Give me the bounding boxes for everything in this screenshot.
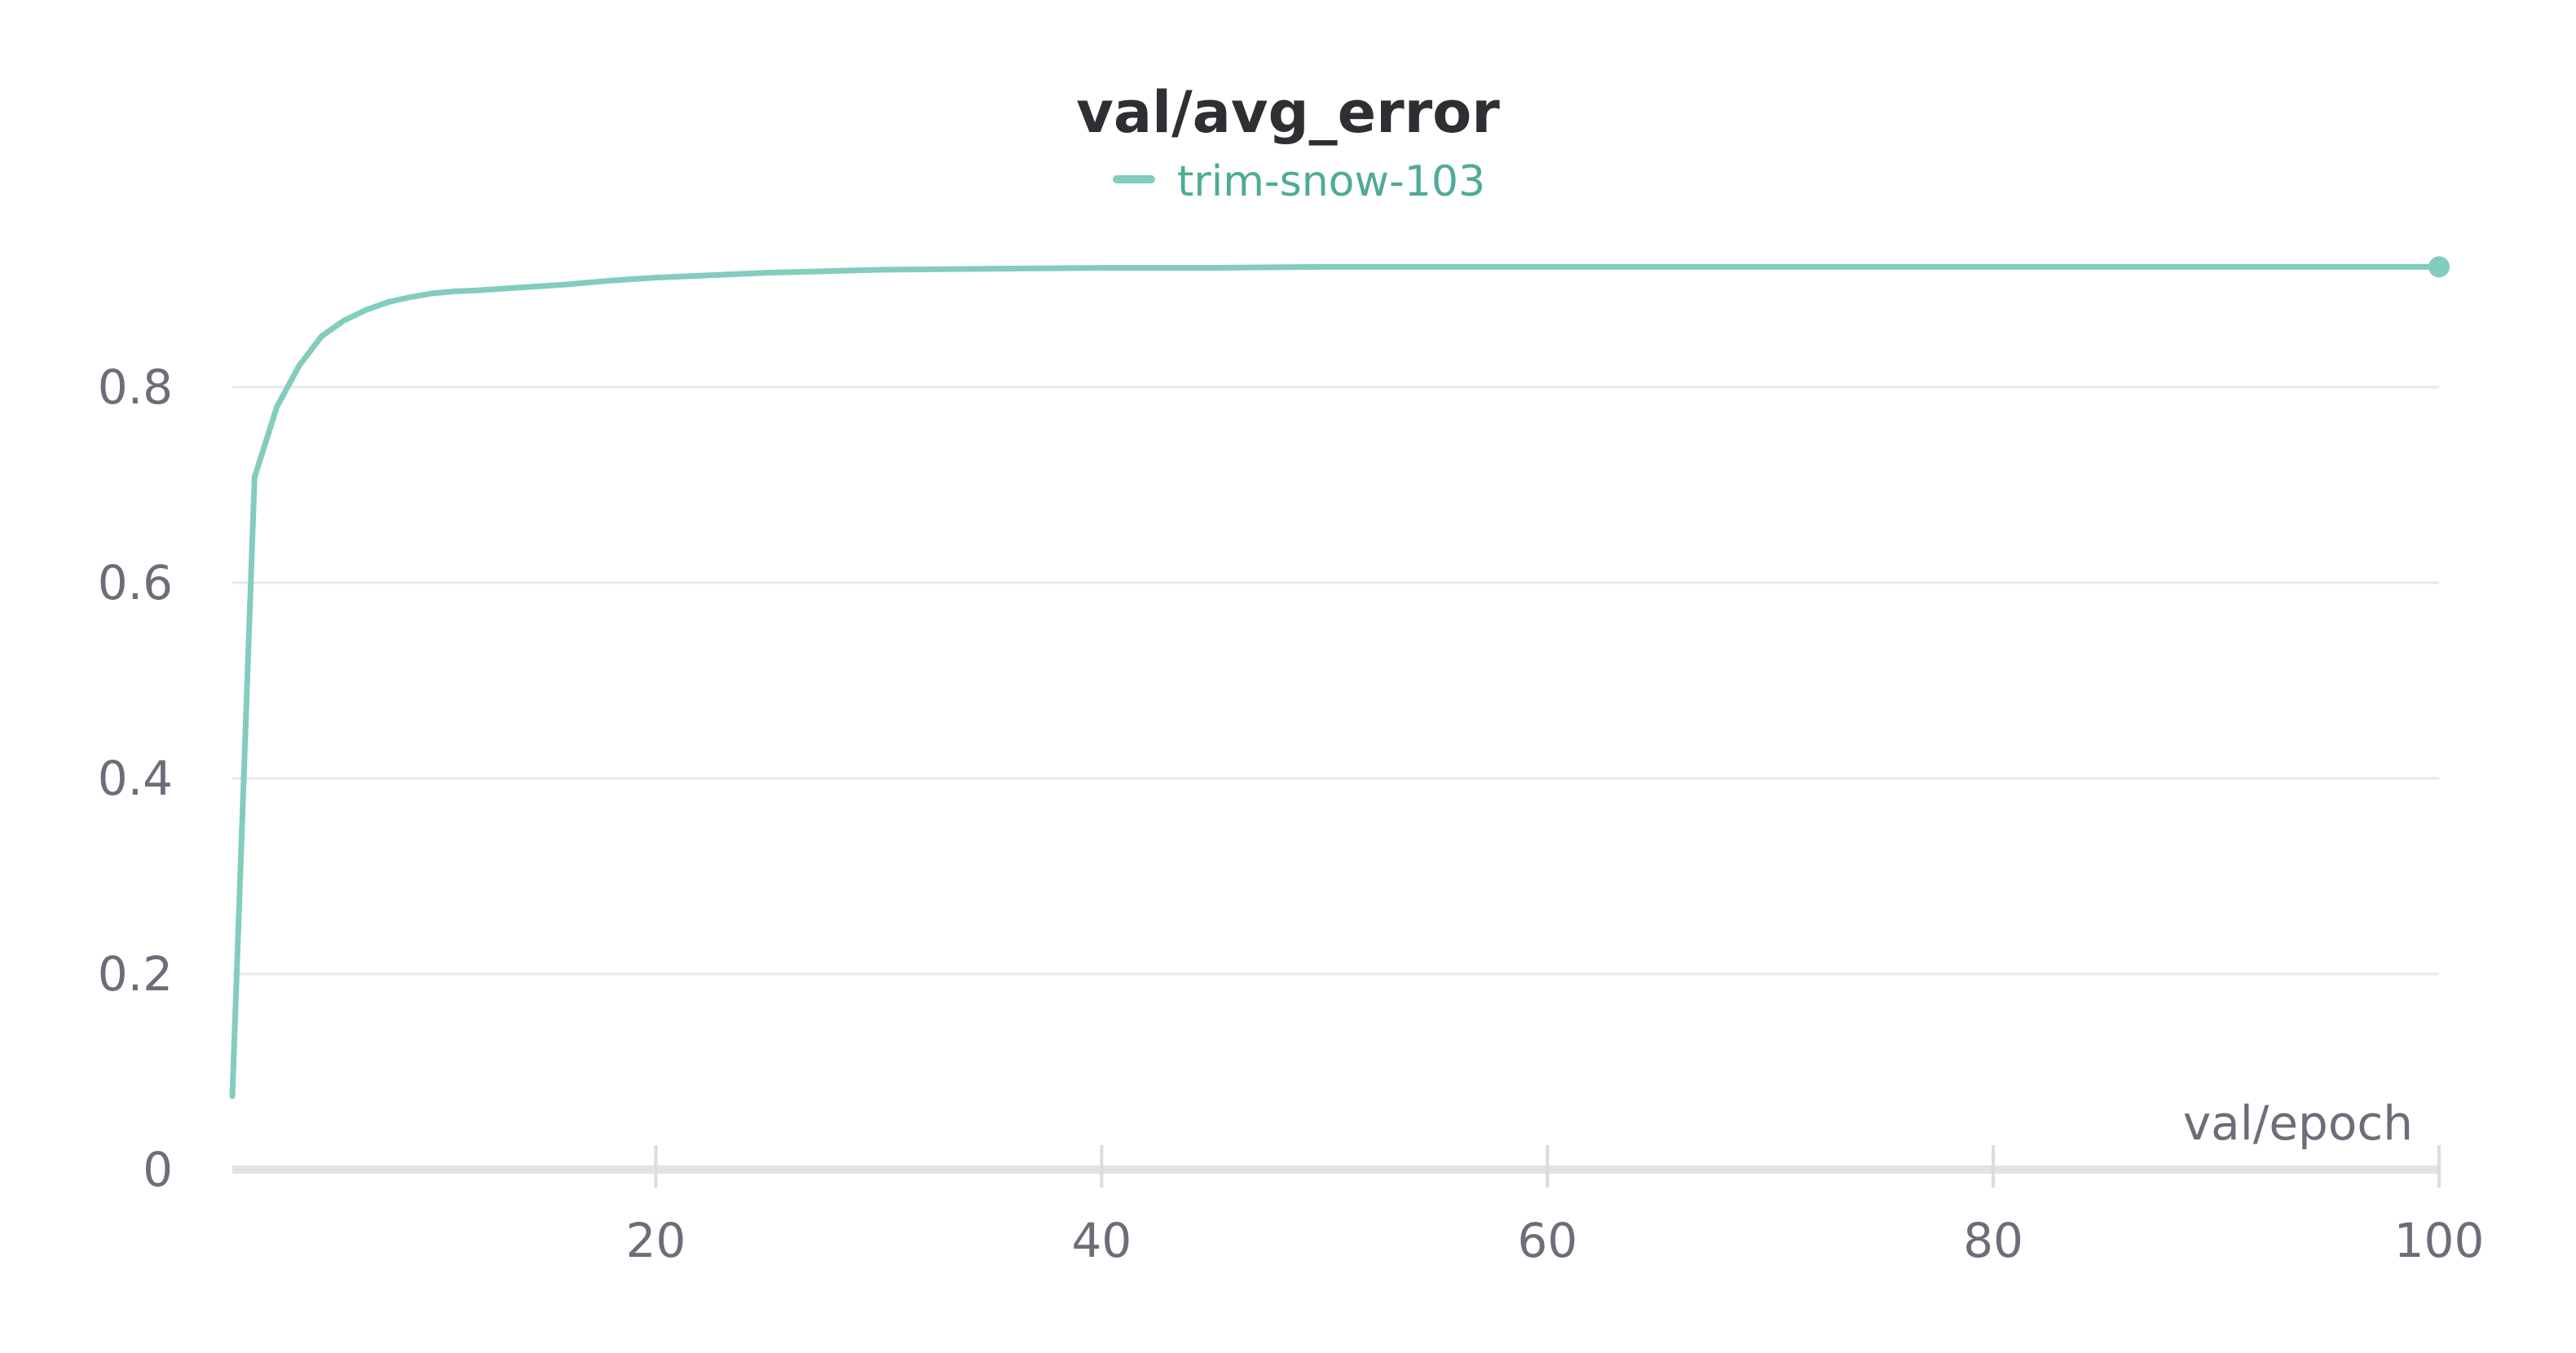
chart-title: val/avg_error [1076,79,1500,146]
series-layer [229,256,2450,1100]
x-axis-label: val/epoch [2183,1095,2413,1151]
y-tick-label: 0.8 [98,359,173,415]
x-axis: 20 40 60 80 100 [232,1145,2484,1268]
series-line[interactable] [229,263,2442,1100]
x-tick-label: 60 [1517,1213,1577,1268]
y-tick-label: 0 [143,1142,173,1197]
x-tick-label: 40 [1071,1213,1131,1268]
grid [232,386,2439,976]
legend-label: trim-snow-103 [1177,157,1485,206]
x-tick-label: 100 [2394,1213,2485,1268]
legend[interactable]: trim-snow-103 [1113,157,1485,206]
y-tick-label: 0.6 [98,555,173,610]
series-end-point[interactable] [2428,256,2450,278]
y-tick-label: 0.4 [98,751,173,806]
y-axis: 0 0.2 0.4 0.6 0.8 [98,359,173,1197]
x-tick-label: 80 [1963,1213,2023,1268]
x-tick-label: 20 [626,1213,686,1268]
y-tick-label: 0.2 [98,946,173,1002]
